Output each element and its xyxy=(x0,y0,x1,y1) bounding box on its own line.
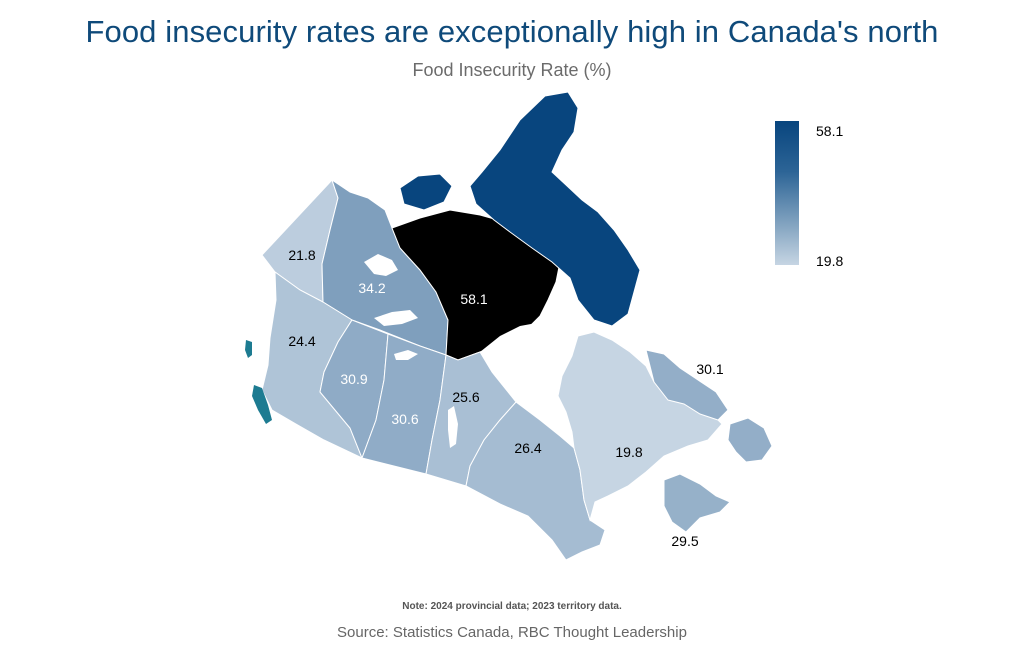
region-nunavut-island-west[interactable] xyxy=(399,173,453,211)
value-label-british-columbia: 24.4 xyxy=(288,333,315,349)
legend-max-label: 58.1 xyxy=(816,123,844,139)
great-slave-lake xyxy=(374,310,418,326)
color-legend: 58.1 19.8 xyxy=(775,121,855,269)
hudson-bay xyxy=(480,322,578,436)
value-label-northwest-territories: 34.2 xyxy=(358,280,385,296)
region-newfoundland[interactable] xyxy=(727,417,773,463)
chart-subtitle: Food Insecurity Rate (%) xyxy=(412,60,612,80)
region-nunavut-islands[interactable] xyxy=(469,91,641,327)
lake-winnipeg xyxy=(448,406,458,448)
value-label-newfoundland-labrador: 30.1 xyxy=(696,361,723,377)
value-label-saskatchewan: 30.6 xyxy=(391,411,418,427)
lake-athabasca xyxy=(394,350,418,360)
footnote: Note: 2024 provincial data; 2023 territo… xyxy=(402,601,622,612)
legend-gradient-bar xyxy=(775,121,799,265)
value-label-manitoba: 25.6 xyxy=(452,389,479,405)
region-haida-gwaii xyxy=(245,340,252,358)
legend-min-label: 19.8 xyxy=(816,253,844,269)
region-nunavut[interactable] xyxy=(391,209,561,361)
great-bear-lake xyxy=(364,254,398,276)
value-label-quebec: 19.8 xyxy=(615,444,642,460)
value-label-ontario: 26.4 xyxy=(514,440,541,456)
value-label-alberta: 30.9 xyxy=(340,371,367,387)
value-label-maritimes: 29.5 xyxy=(671,533,698,549)
region-labrador[interactable] xyxy=(645,349,729,421)
value-label-yukon: 21.8 xyxy=(288,247,315,263)
value-label-nunavut: 58.1 xyxy=(460,291,487,307)
region-maritimes[interactable] xyxy=(663,473,731,533)
source-credit: Source: Statistics Canada, RBC Thought L… xyxy=(337,624,687,641)
region-vancouver-island xyxy=(252,385,272,424)
chart-title: Food insecurity rates are exceptionally … xyxy=(85,14,939,49)
region-quebec[interactable] xyxy=(557,331,723,522)
